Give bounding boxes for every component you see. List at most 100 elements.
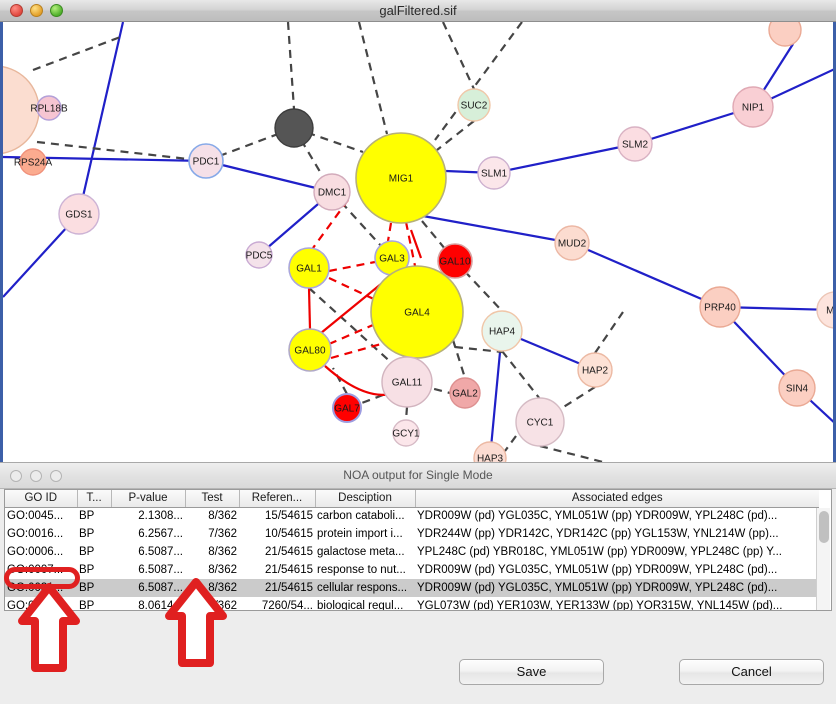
- dialog-minimize-button[interactable]: [30, 470, 42, 482]
- save-button[interactable]: Save: [459, 659, 604, 685]
- scrollbar-thumb[interactable]: [819, 511, 829, 543]
- cell-type: BP: [79, 528, 95, 540]
- node-SLM2[interactable]: SLM2: [617, 126, 653, 162]
- column-header-description[interactable]: Desciption: [315, 490, 416, 508]
- edge-red-dashed: [312, 199, 349, 249]
- node-SUC2[interactable]: SUC2: [457, 88, 491, 122]
- svg-text:MIG1: MIG1: [389, 174, 414, 185]
- node-GAL4[interactable]: GAL4: [370, 265, 464, 359]
- edge-red-dashed: [328, 260, 376, 273]
- svg-text:PDC5: PDC5: [246, 251, 273, 262]
- edge-gray-dashed: [436, 120, 475, 151]
- column-header-type[interactable]: T...: [77, 490, 112, 508]
- svg-text:RPL18B: RPL18B: [30, 104, 68, 115]
- table-vertical-scrollbar[interactable]: [816, 508, 830, 610]
- cell-reference: 21/54615: [265, 546, 313, 558]
- zoom-button[interactable]: [50, 4, 63, 17]
- network-nodes[interactable]: RPL18B RPS24A GDS1 PDC1 PDC5 DMC1 MIG1 S…: [3, 22, 836, 462]
- node-top-right-partial[interactable]: [768, 22, 802, 47]
- cell-test: 8/362: [208, 546, 237, 558]
- edge-red-dashed: [328, 277, 379, 302]
- edge-gray-dashed: [442, 22, 475, 90]
- column-header-go-id[interactable]: GO ID: [5, 490, 78, 508]
- svg-text:GDS1: GDS1: [65, 210, 93, 221]
- table-row[interactable]: GO:0065... BP 8.0614... 94/362 7260/54..…: [5, 597, 819, 611]
- cell-type: BP: [79, 600, 95, 611]
- svg-text:PRP40: PRP40: [704, 303, 736, 314]
- node-GAL80[interactable]: GAL80: [288, 328, 332, 372]
- network-canvas[interactable]: RPL18B RPS24A GDS1 PDC1 PDC5 DMC1 MIG1 S…: [0, 22, 836, 462]
- edge-red-dashed: [330, 342, 382, 360]
- node-HAP3[interactable]: HAP3: [473, 441, 507, 462]
- svg-text:MSI: MSI: [826, 306, 836, 317]
- cell-test: 8/362: [208, 564, 237, 576]
- node-GCY1[interactable]: GCY1: [392, 419, 420, 447]
- node-GAL2[interactable]: GAL2: [449, 377, 481, 409]
- node-GAL7[interactable]: GAL7: [332, 393, 362, 423]
- node-PDC5[interactable]: PDC5: [245, 241, 273, 269]
- window-title: galFiltered.sif: [379, 3, 457, 18]
- cell-description: carbon cataboli...: [317, 510, 405, 523]
- column-header-associated-edges[interactable]: Associated edges: [415, 490, 819, 508]
- column-header-reference[interactable]: Referen...: [239, 490, 316, 508]
- node-PDC1[interactable]: PDC1: [188, 143, 224, 179]
- node-GAL1[interactable]: GAL1: [288, 247, 330, 289]
- cell-edges: YDR009W (pd) YGL035C, YML051W (pp) YDR00…: [415, 579, 819, 597]
- edge-blue: [77, 22, 125, 215]
- node-SIN4[interactable]: SIN4: [778, 369, 816, 407]
- column-header-p-value[interactable]: P-value: [111, 490, 186, 508]
- cell-p-value: 2.1308...: [138, 510, 183, 523]
- window-titlebar: galFiltered.sif: [0, 0, 836, 22]
- edge-gray-dashed: [594, 311, 624, 354]
- node-GAL10[interactable]: GAL10: [437, 243, 473, 279]
- node-unlabeled-gray[interactable]: [274, 108, 314, 148]
- svg-text:SIN4: SIN4: [786, 384, 809, 395]
- minimize-button[interactable]: [30, 4, 43, 17]
- svg-text:NIP1: NIP1: [742, 103, 765, 114]
- edge-gray-dashed: [454, 260, 504, 313]
- dialog-button-row: Save Cancel: [0, 659, 836, 689]
- node-DMC1[interactable]: DMC1: [313, 173, 351, 211]
- cell-p-value: 6.2567...: [138, 528, 183, 540]
- table-row[interactable]: GO:0007... BP 6.5087... 8/362 21/54615 r…: [5, 561, 819, 579]
- cell-description: response to nut...: [317, 564, 406, 576]
- node-HAP2[interactable]: HAP2: [577, 352, 613, 388]
- node-CYC1[interactable]: CYC1: [515, 397, 565, 447]
- svg-text:DMC1: DMC1: [318, 188, 347, 199]
- cancel-button[interactable]: Cancel: [679, 659, 824, 685]
- cell-reference: 21/54615: [265, 564, 313, 576]
- cell-edges: YDR009W (pd) YGL035C, YML051W (pp) YDR00…: [417, 510, 778, 523]
- node-HAP4[interactable]: HAP4: [481, 310, 523, 352]
- edge-gray-dashed: [36, 140, 207, 163]
- node-GAL3[interactable]: GAL3: [374, 240, 410, 276]
- edge-gray-dashed: [404, 406, 409, 421]
- edge-blue: [493, 142, 636, 175]
- svg-text:SLM1: SLM1: [481, 169, 508, 180]
- node-MUD2[interactable]: MUD2: [554, 225, 590, 261]
- cell-go-id: GO:0045...: [7, 510, 64, 523]
- svg-text:GAL4: GAL4: [404, 308, 430, 319]
- table-row-selected[interactable]: GO:0031... BP 6.5087... 8/362 21/54615 c…: [5, 579, 819, 597]
- node-SLM1[interactable]: SLM1: [477, 156, 511, 190]
- table-row[interactable]: GO:0006... BP 6.5087... 8/362 21/54615 g…: [5, 543, 819, 561]
- node-MIG1[interactable]: MIG1: [355, 132, 447, 224]
- node-GAL11[interactable]: GAL11: [381, 356, 433, 408]
- svg-text:MUD2: MUD2: [558, 239, 587, 250]
- results-table-container[interactable]: GO ID T... P-value Test Referen... Desci…: [4, 489, 832, 611]
- node-GDS1[interactable]: GDS1: [58, 193, 100, 235]
- dialog-zoom-button[interactable]: [50, 470, 62, 482]
- node-NIP1[interactable]: NIP1: [732, 86, 774, 128]
- node-RPL18B[interactable]: RPL18B: [30, 95, 68, 121]
- edge-gray-dashed: [32, 34, 124, 72]
- close-button[interactable]: [10, 4, 23, 17]
- table-row[interactable]: GO:0045... BP 2.1308... 8/362 15/54615 c…: [5, 507, 819, 525]
- table-row[interactable]: GO:0016... BP 6.2567... 7/362 10/54615 p…: [5, 525, 819, 543]
- edge-gray-dashed: [332, 367, 348, 395]
- column-header-test[interactable]: Test: [185, 490, 240, 508]
- cell-reference: 7260/54...: [261, 600, 313, 611]
- node-RPS24A[interactable]: RPS24A: [14, 148, 53, 176]
- dialog-close-button[interactable]: [10, 470, 22, 482]
- cell-description: cellular respons...: [315, 579, 415, 597]
- node-PRP40[interactable]: PRP40: [699, 286, 741, 328]
- node-MSI[interactable]: MSI: [816, 291, 836, 329]
